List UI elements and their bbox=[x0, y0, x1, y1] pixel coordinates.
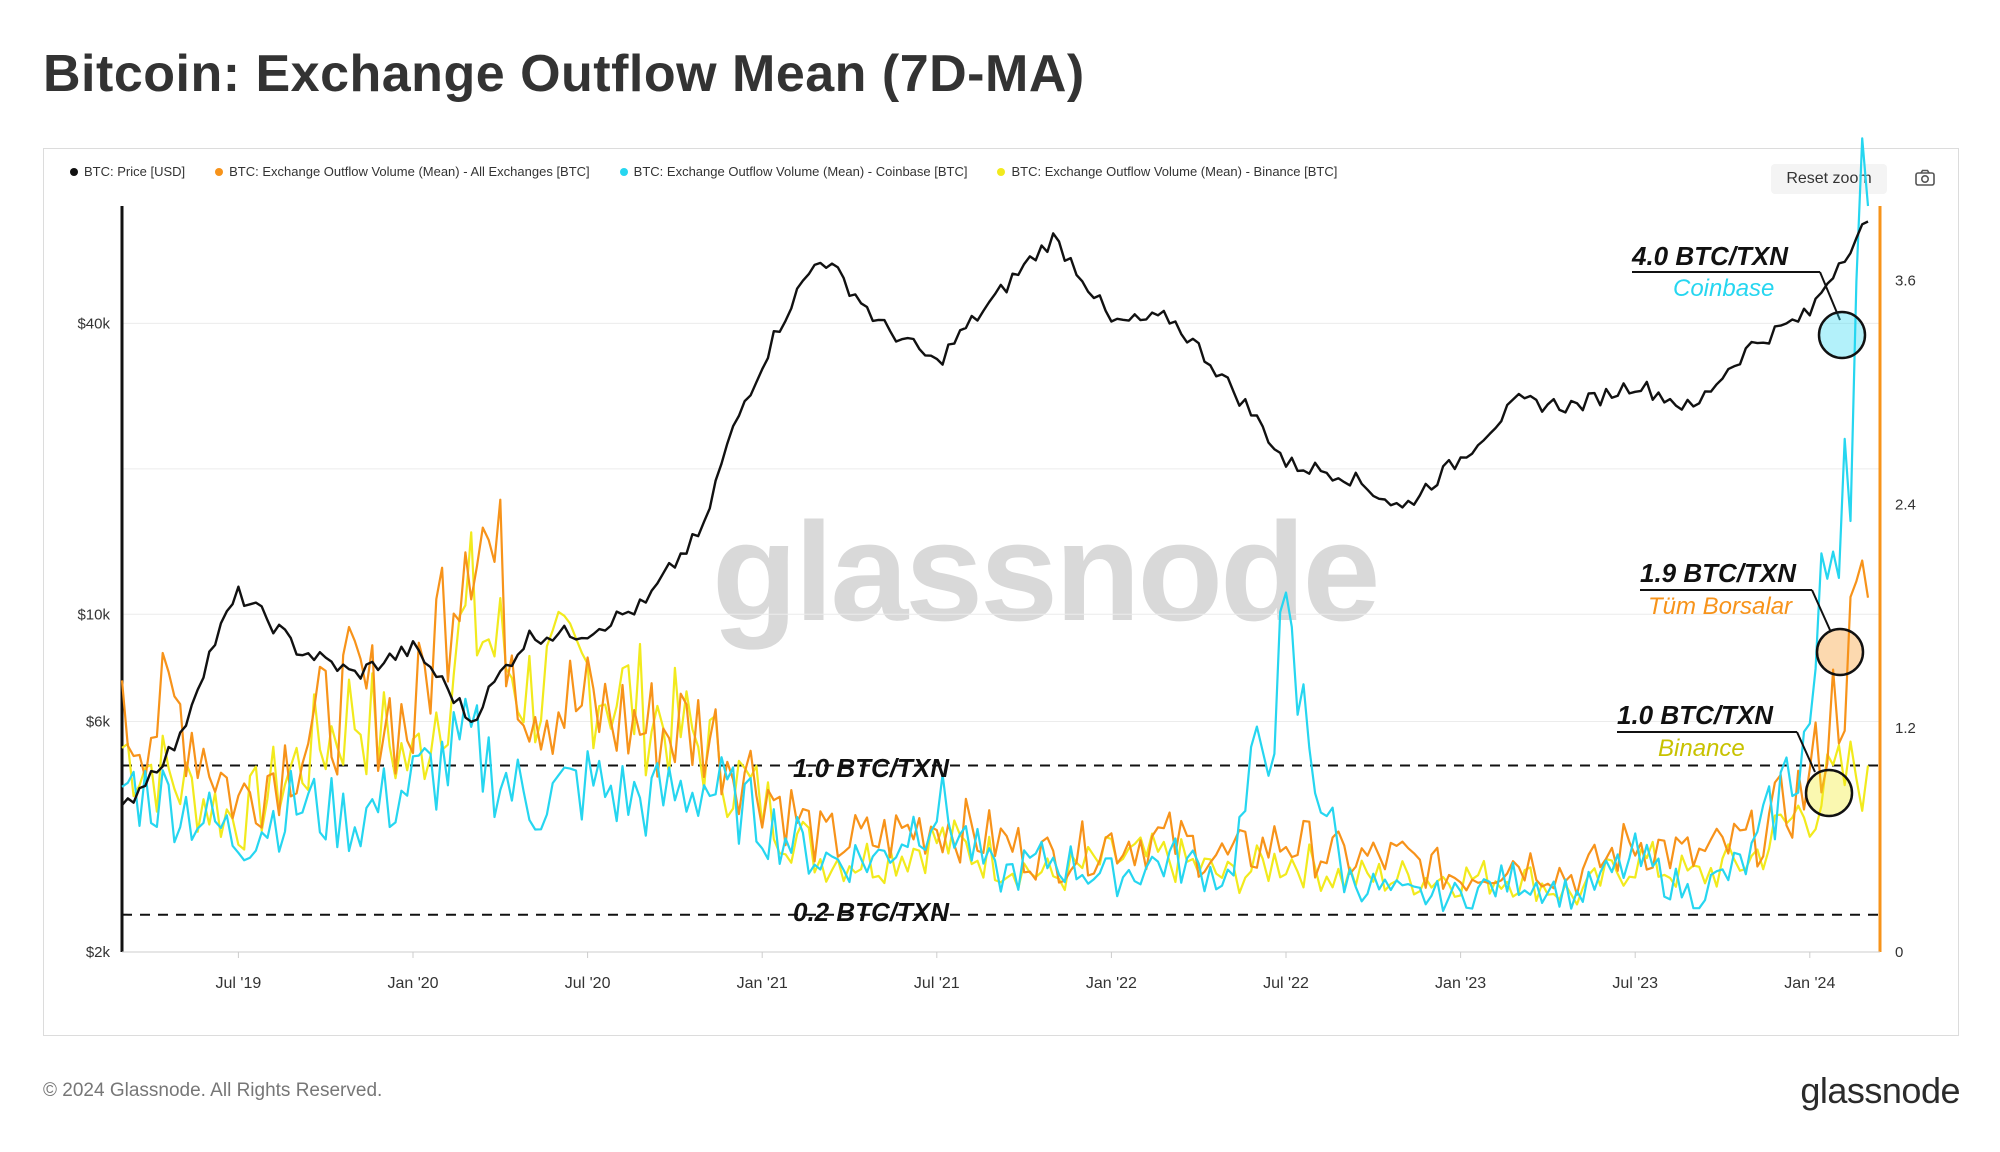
legend-dot-coinbase bbox=[619, 167, 628, 176]
chart-frame bbox=[43, 148, 1959, 1036]
legend-label-all-exchanges: BTC: Exchange Outflow Volume (Mean) - Al… bbox=[229, 164, 590, 179]
legend-dot-binance bbox=[997, 167, 1006, 176]
legend-label-binance: BTC: Exchange Outflow Volume (Mean) - Bi… bbox=[1011, 164, 1338, 179]
reset-zoom-button[interactable]: Reset zoom bbox=[1771, 164, 1887, 194]
legend-dot-price bbox=[70, 167, 78, 176]
footer-logo: glassnode bbox=[1800, 1070, 1960, 1111]
legend-label-coinbase: BTC: Exchange Outflow Volume (Mean) - Co… bbox=[633, 164, 968, 179]
legend-item-price[interactable]: BTC: Price [USD] bbox=[70, 164, 185, 179]
legend-item-binance[interactable]: BTC: Exchange Outflow Volume (Mean) - Bi… bbox=[997, 164, 1337, 179]
camera-icon[interactable] bbox=[1913, 166, 1937, 190]
legend-dot-all-exchanges bbox=[215, 167, 224, 176]
page-title: Bitcoin: Exchange Outflow Mean (7D-MA) bbox=[43, 45, 1085, 103]
chart-legend: BTC: Price [USD] BTC: Exchange Outflow V… bbox=[70, 164, 1337, 179]
footer-copyright: © 2024 Glassnode. All Rights Reserved. bbox=[43, 1080, 383, 1101]
legend-label-price: BTC: Price [USD] bbox=[84, 164, 186, 179]
legend-item-coinbase[interactable]: BTC: Exchange Outflow Volume (Mean) - Co… bbox=[619, 164, 968, 179]
legend-item-all-exchanges[interactable]: BTC: Exchange Outflow Volume (Mean) - Al… bbox=[215, 164, 590, 179]
